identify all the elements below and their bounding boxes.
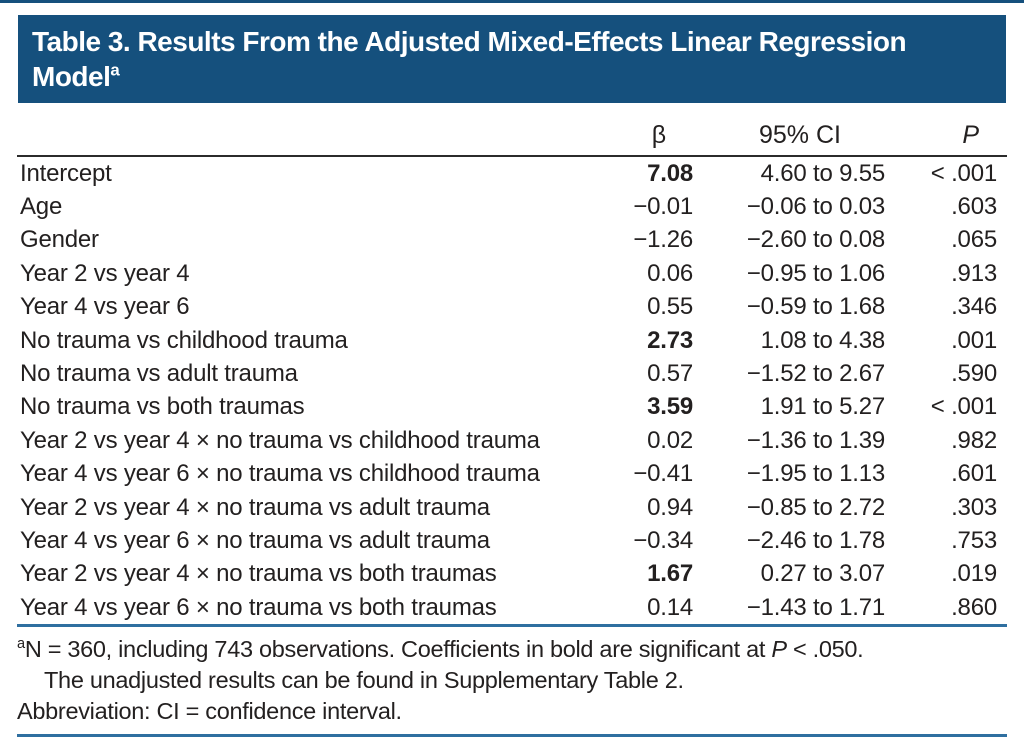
ci-value: 1.91 to 5.27 [760,393,886,421]
ci-value: −1.43 to 1.71 [746,593,885,621]
row-label: Year 4 vs year 6 [20,293,190,321]
row-label: Year 2 vs year 4 × no trauma vs adult tr… [20,493,490,521]
table-title-line1: Table 3. Results From the Adjusted Mixed… [32,26,907,57]
p-value: .982 [951,426,997,454]
ci-value: 4.60 to 9.55 [760,159,886,187]
top-border-rule [0,0,1024,3]
beta-value: 1.67 [647,560,693,588]
ci-value: −0.59 to 1.68 [746,293,885,321]
figure-bottom-rule [17,734,1007,738]
table-row: Year 2 vs year 4 × no trauma vs adult tr… [17,491,1007,524]
p-value: .753 [951,526,997,554]
row-label: Year 4 vs year 6 × no trauma vs both tra… [20,593,497,621]
footnote-a-text2: < .050. [786,636,864,663]
table-row: Year 4 vs year 6 0.55 −0.59 to 1.68 .346 [17,291,1007,324]
ci-value: −0.85 to 2.72 [746,493,885,521]
ci-value: −1.52 to 2.67 [746,360,885,388]
regression-results-table: β 95% CI P Intercept 7.08 4.60 to 9.55 <… [17,110,1007,738]
table-row: Age −0.01 −0.06 to 0.03 .603 [17,190,1007,223]
row-label: Year 4 vs year 6 × no trauma vs adult tr… [20,526,490,554]
ci-value: 1.08 to 4.38 [760,326,886,354]
footnote-a-p-symbol: P [771,636,787,663]
beta-value: 0.14 [647,593,693,621]
row-label: Year 4 vs year 6 × no trauma vs childhoo… [20,460,540,488]
p-value: .303 [951,493,997,521]
beta-value: 7.08 [647,159,693,187]
beta-value: −0.34 [633,526,693,554]
row-label: Age [20,193,63,221]
row-label: Year 2 vs year 4 × no trauma vs childhoo… [20,426,540,454]
p-value: .019 [951,560,997,588]
p-value: .065 [951,226,997,254]
table-row: Year 4 vs year 6 × no trauma vs both tra… [17,591,1007,624]
beta-value: 0.94 [647,493,693,521]
footnote-a-marker: a [17,636,25,653]
row-label: No trauma vs childhood trauma [20,326,348,354]
p-value: .001 [951,326,997,354]
table-row: Intercept 7.08 4.60 to 9.55 < .001 [17,156,1007,190]
beta-value: 0.55 [647,293,693,321]
beta-value: −0.01 [633,193,693,221]
beta-value: 0.57 [647,360,693,388]
row-label: Intercept [20,159,112,187]
table-bottom-rule [17,624,1007,628]
ci-value: −0.06 to 0.03 [746,193,885,221]
ci-value: −2.46 to 1.78 [746,526,885,554]
table-title-bar: Table 3. Results From the Adjusted Mixed… [18,15,1006,103]
row-label: Year 2 vs year 4 × no trauma vs both tra… [20,560,497,588]
beta-value: −0.41 [633,460,693,488]
p-value: < .001 [930,159,997,187]
ci-value: −1.95 to 1.13 [746,460,885,488]
row-label: Year 2 vs year 4 [20,259,190,287]
footnote-a-line2: The unadjusted results can be found in S… [44,667,684,694]
ci-value: 0.27 to 3.07 [760,560,886,588]
p-value: .590 [951,360,997,388]
beta-value: 3.59 [647,393,693,421]
table-row: Year 2 vs year 4 0.06 −0.95 to 1.06 .913 [17,257,1007,290]
table-title-footnote-marker: a [110,60,120,80]
p-value: .601 [951,460,997,488]
table-row: Year 4 vs year 6 × no trauma vs adult tr… [17,524,1007,557]
footnote-abbreviation: Abbreviation: CI = confidence interval. [17,698,402,725]
table-row: Year 2 vs year 4 × no trauma vs childhoo… [17,424,1007,457]
column-header-ci: 95% CI [693,110,885,157]
p-value: .603 [951,193,997,221]
table-row: No trauma vs both traumas 3.59 1.91 to 5… [17,391,1007,424]
beta-value: −1.26 [633,226,693,254]
table-title-line2: Modela [32,59,996,94]
ci-value: −1.36 to 1.39 [746,426,885,454]
row-label: No trauma vs both traumas [20,393,305,421]
beta-value: 2.73 [647,326,693,354]
column-header-beta: β [599,110,693,157]
footnote-a-text1: N = 360, including 743 observations. Coe… [24,636,772,663]
table-row: Gender −1.26 −2.60 to 0.08 .065 [17,224,1007,257]
p-value: .860 [951,593,997,621]
table-title-line2-text: Model [32,61,111,92]
p-value: < .001 [930,393,997,421]
ci-value: −2.60 to 0.08 [746,226,885,254]
beta-value: 0.06 [647,259,693,287]
table-row: No trauma vs adult trauma 0.57 −1.52 to … [17,357,1007,390]
row-label: No trauma vs adult trauma [20,360,298,388]
table-row: Year 4 vs year 6 × no trauma vs childhoo… [17,458,1007,491]
column-header-label [17,110,599,157]
p-value: .346 [951,293,997,321]
p-value: .913 [951,259,997,287]
table-row: No trauma vs childhood trauma 2.73 1.08 … [17,324,1007,357]
column-header-p: P [885,110,1007,157]
footnote-a-line1: aN = 360, including 743 observations. Co… [17,634,1007,665]
row-label: Gender [20,226,99,254]
ci-value: −0.95 to 1.06 [746,259,885,287]
beta-value: 0.02 [647,426,693,454]
table-row: Year 2 vs year 4 × no trauma vs both tra… [17,558,1007,591]
table-footnotes: aN = 360, including 743 observations. Co… [17,634,1007,727]
table-header-row: β 95% CI P [17,110,1007,157]
